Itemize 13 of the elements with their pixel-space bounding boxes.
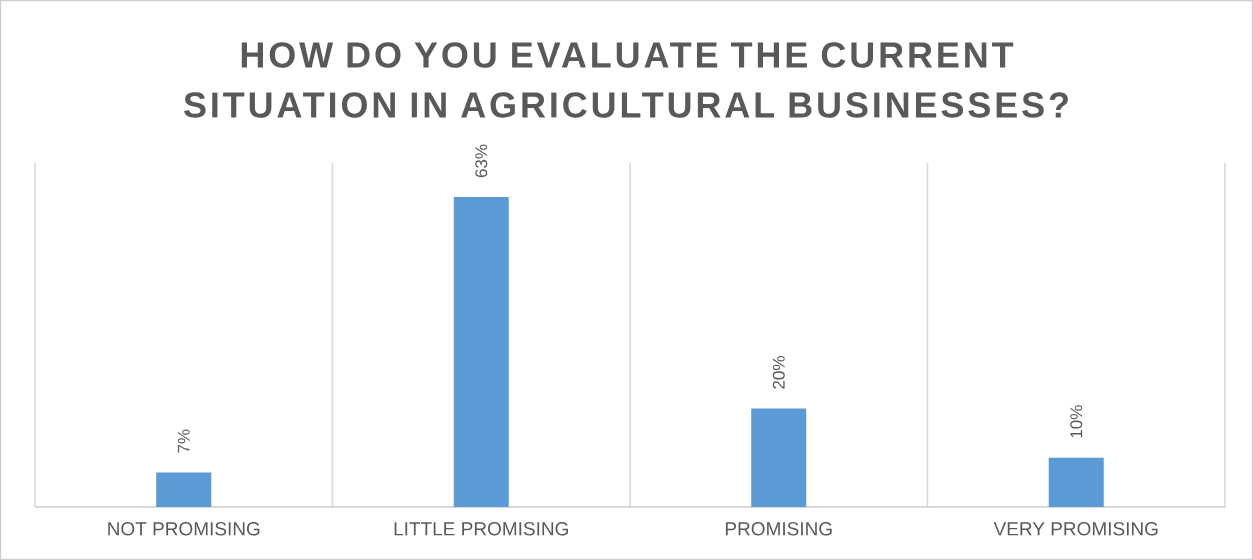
- x-tick-label: NOT PROMISING: [108, 522, 260, 536]
- bar: [453, 197, 509, 507]
- bar: [751, 408, 807, 507]
- chart-title: HOW DO YOU EVALUATE THE CURRENT SITUATION IN AGRICULTURAL BUSINESSES?: [184, 42, 1068, 118]
- x-tick-label: LITTLE PROMISING: [394, 522, 568, 536]
- x-tick-label: PROMISING: [725, 522, 832, 536]
- data-label: 20%: [772, 356, 785, 389]
- bar: [1048, 457, 1104, 507]
- bar: [156, 472, 212, 507]
- x-tick-label: VERY PROMISING: [993, 522, 1158, 536]
- data-label: 7%: [177, 429, 190, 453]
- data-label: 10%: [1070, 405, 1083, 438]
- data-label: 63%: [475, 144, 488, 178]
